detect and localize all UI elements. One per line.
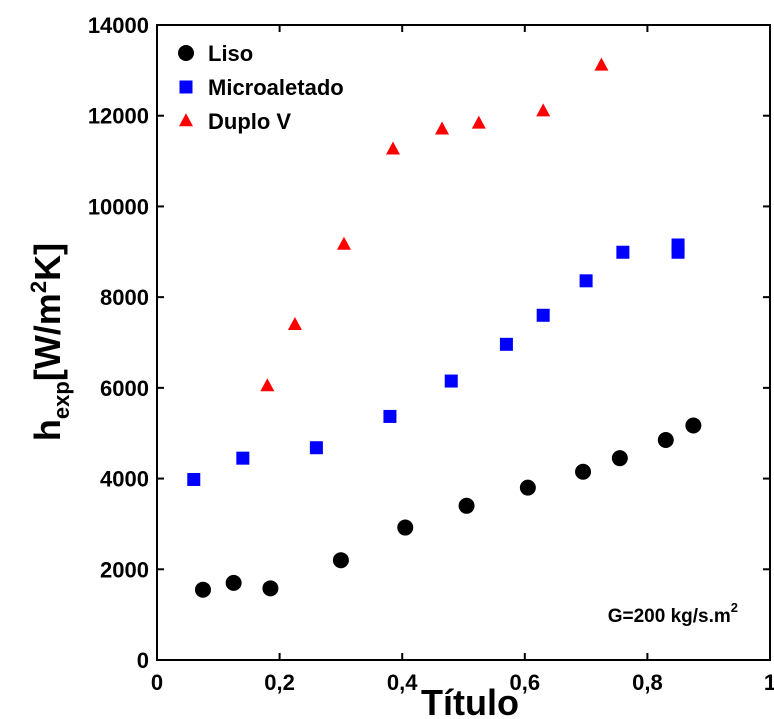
data-marks: [187, 57, 702, 598]
y-tick-label: 4000: [100, 467, 149, 492]
point-duplo-v: [594, 57, 609, 71]
point-microaletado: [616, 245, 630, 259]
point-liso: [225, 574, 242, 591]
y-axis-title-sup: 2: [26, 281, 51, 293]
y-axis-title: hexp[W/m2K]: [26, 243, 74, 441]
legend-marker-microaletado: [179, 80, 193, 94]
point-microaletado: [383, 409, 397, 423]
point-duplo-v: [435, 121, 450, 135]
y-tick-label: 8000: [100, 285, 149, 310]
point-duplo-v: [386, 141, 401, 155]
point-microaletado: [309, 441, 323, 455]
point-liso: [685, 417, 702, 434]
legend-label-duplo-v: Duplo V: [208, 109, 291, 134]
point-liso: [519, 479, 536, 496]
point-liso: [397, 519, 414, 536]
series-duplo-v: [260, 57, 609, 392]
y-axis-title-unit-post: K]: [27, 243, 68, 281]
point-microaletado: [187, 472, 201, 486]
x-tick-label: 0,6: [510, 670, 541, 695]
legend: Liso Microaletado Duplo V: [178, 41, 344, 134]
y-tick-label: 12000: [88, 104, 149, 129]
x-tick-label: 1: [764, 670, 774, 695]
x-tick-label: 0,2: [264, 670, 295, 695]
point-liso: [458, 497, 475, 514]
y-tick-label: 10000: [88, 194, 149, 219]
point-liso: [194, 581, 211, 598]
point-duplo-v: [287, 317, 302, 331]
point-microaletado: [579, 274, 593, 288]
point-microaletado: [444, 374, 458, 388]
annotation-sup: 2: [731, 600, 738, 615]
y-tick-label: 2000: [100, 557, 149, 582]
point-liso: [657, 432, 674, 449]
legend-marker-duplo-v: [179, 113, 193, 127]
annotation-text: G=200 kg/s.m: [608, 606, 731, 627]
legend-label-liso: Liso: [208, 41, 253, 66]
x-axis-title: Título: [421, 682, 519, 719]
legend-item-liso: Liso: [178, 41, 253, 66]
y-axis-title-main: h: [27, 419, 68, 441]
point-liso: [332, 552, 349, 569]
axis-ticks: 0 0,2 0,4 0,6 0,8 1 0 2000 4000 6000 8000 10000 1200…: [88, 13, 774, 695]
point-liso: [611, 450, 628, 467]
y-axis-title-unit-pre: [W/m: [27, 293, 68, 381]
legend-marker-liso: [178, 45, 194, 61]
series-liso: [194, 417, 702, 598]
x-tick-label: 0,4: [387, 670, 418, 695]
y-tick-label: 14000: [88, 13, 149, 38]
point-microaletado: [236, 451, 250, 465]
y-tick-label: 0: [137, 648, 149, 673]
legend-item-microaletado: Microaletado: [179, 75, 344, 100]
x-tick-label: 0,8: [632, 670, 663, 695]
point-duplo-v: [336, 236, 351, 250]
y-axis-title-sub: exp: [49, 381, 74, 419]
point-duplo-v: [260, 378, 275, 392]
annotation: G=200 kg/s.m2: [608, 600, 738, 627]
point-microaletado: [671, 245, 685, 259]
point-microaletado: [536, 308, 550, 322]
point-microaletado: [499, 337, 513, 351]
legend-label-microaletado: Microaletado: [208, 75, 344, 100]
y-tick-label: 6000: [100, 376, 149, 401]
series-microaletado: [187, 238, 685, 486]
point-liso: [262, 580, 279, 597]
point-duplo-v: [536, 103, 551, 117]
legend-item-duplo-v: Duplo V: [179, 109, 291, 134]
plot-frame: [156, 24, 771, 661]
point-duplo-v: [471, 115, 486, 129]
x-tick-label: 0: [151, 670, 163, 695]
point-liso: [575, 463, 592, 480]
